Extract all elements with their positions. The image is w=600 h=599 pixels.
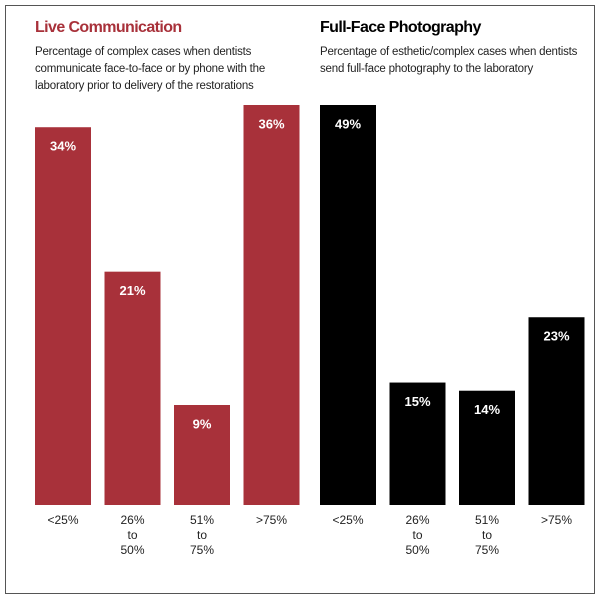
- x-tick-label: 26% to 50%: [405, 513, 429, 557]
- bar: [389, 382, 446, 505]
- x-tick-label: >75%: [541, 513, 572, 527]
- bar: [174, 405, 230, 505]
- value-label: 49%: [335, 116, 361, 131]
- x-tick-label: 51% to 75%: [475, 513, 499, 557]
- bar: [459, 390, 515, 505]
- bar: [528, 317, 585, 505]
- chart-title: Live Communication: [35, 19, 182, 36]
- value-label: 36%: [258, 116, 284, 131]
- bar: [35, 127, 91, 505]
- x-tick-label: <25%: [47, 513, 78, 527]
- value-label: 14%: [474, 402, 500, 417]
- bar: [104, 271, 161, 505]
- chart-subtitle: Percentage of complex cases when dentist…: [35, 46, 265, 92]
- value-label: 9%: [193, 416, 212, 431]
- value-label: 21%: [119, 283, 145, 298]
- value-label: 34%: [50, 139, 76, 154]
- x-tick-label: 51% to 75%: [190, 513, 214, 557]
- frame: [5, 5, 595, 594]
- value-label: 15%: [404, 394, 430, 409]
- chart-title: Full-Face Photography: [320, 19, 481, 36]
- x-tick-label: <25%: [332, 513, 363, 527]
- x-tick-label: 26% to 50%: [120, 513, 144, 557]
- bar: [243, 105, 300, 505]
- value-label: 23%: [543, 329, 569, 344]
- bar: [320, 105, 376, 505]
- chart-subtitle: Percentage of esthetic/complex cases whe…: [320, 46, 578, 75]
- x-tick-label: >75%: [256, 513, 287, 527]
